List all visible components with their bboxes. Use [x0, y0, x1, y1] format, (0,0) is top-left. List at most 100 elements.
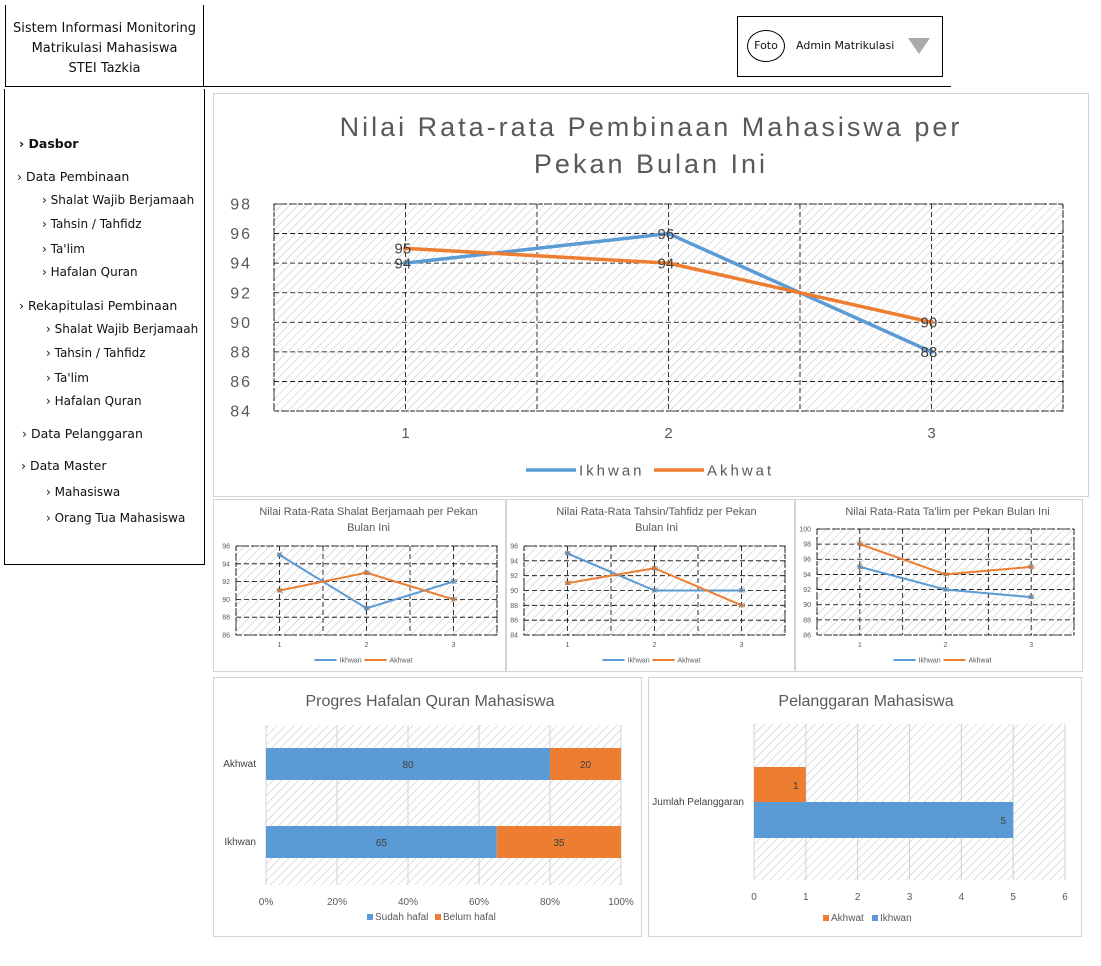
- data-label: 88: [739, 603, 746, 609]
- x-tick-label: 60%: [469, 897, 489, 908]
- avatar[interactable]: Foto: [747, 30, 785, 62]
- y-tick-label: 96: [803, 557, 811, 564]
- x-tick-label: 20%: [327, 897, 347, 908]
- legend-label: Sudah hafal: [375, 912, 428, 923]
- y-tick-label: 88: [510, 603, 518, 610]
- data-label: 91: [1028, 595, 1035, 601]
- chart-title: Bulan Ini: [635, 522, 678, 534]
- sidebar-subitem-shalat[interactable]: › Shalat Wajib Berjamaah: [42, 193, 195, 207]
- y-tick-label: 86: [222, 632, 230, 639]
- legend-label: Akhwat: [969, 657, 992, 664]
- sidebar-item-dasbor[interactable]: › Dasbor: [19, 136, 79, 151]
- data-label: 95: [395, 241, 412, 258]
- bar-segment: [550, 748, 621, 780]
- triangle-down-icon[interactable]: [908, 38, 930, 54]
- legend-label: Akhwat: [678, 657, 701, 664]
- legend-swatch: [435, 914, 441, 920]
- legend-label: Ikhwan: [628, 657, 650, 664]
- main-line-chart: Nilai Rata-rata Pembinaan Mahasiswa per P…: [230, 112, 1064, 479]
- data-point: [929, 349, 934, 355]
- sidebar-item-data-pembinaan[interactable]: › Data Pembinaan: [17, 169, 130, 184]
- data-point: [929, 319, 934, 325]
- data-point: [943, 587, 948, 592]
- data-point: [403, 260, 408, 266]
- legend-label: Akhwat: [707, 462, 774, 479]
- data-label: 20: [580, 760, 592, 771]
- data-label: 93: [364, 571, 371, 577]
- x-tick-label: 1: [566, 642, 570, 649]
- chart-title: Nilai Rata-Rata Tahsin/Tahfidz per Pekan: [556, 506, 756, 518]
- x-tick-label: 1: [401, 425, 409, 442]
- bar: [754, 767, 806, 803]
- chart-panel-main: Nilai Rata-rata Pembinaan Mahasiswa per P…: [213, 93, 1089, 497]
- sidebar-subitem-talim[interactable]: › Ta'lim: [42, 242, 85, 256]
- legend-label: Ikhwan: [880, 913, 912, 924]
- data-point: [565, 581, 570, 586]
- x-tick-label: 2: [664, 425, 672, 442]
- sidebar-item-data-pelanggaran[interactable]: › Data Pelanggaran: [22, 426, 143, 441]
- chart-title: Pelanggaran Mahasiswa: [778, 693, 953, 710]
- sidebar-subitem-mahasiswa[interactable]: › Mahasiswa: [46, 485, 121, 499]
- sidebar-subitem-tahsin[interactable]: › Tahsin / Tahfidz: [42, 217, 142, 231]
- app-title-line: Matrikulasi Mahasiswa: [31, 41, 178, 56]
- app-title-line: Sistem Informasi Monitoring: [13, 21, 196, 36]
- y-tick-label: 100: [799, 526, 811, 533]
- x-tick-label: 3: [740, 642, 744, 649]
- sidebar-subitem-rekap-talim[interactable]: › Ta'lim: [46, 371, 89, 385]
- y-category-label: Ikhwan: [224, 837, 256, 848]
- x-tick-label: 100%: [608, 897, 634, 908]
- legend-swatch: [367, 914, 373, 920]
- sidebar-subitem-rekap-tahsin[interactable]: › Tahsin / Tahfidz: [46, 346, 146, 360]
- y-tick-label: 96: [222, 543, 230, 550]
- sidebar-subitem-hafalan[interactable]: › Hafalan Quran: [42, 265, 138, 279]
- data-label: 90: [739, 589, 746, 595]
- chart-title: Nilai Rata-rata Pembinaan Mahasiswa per: [340, 112, 963, 142]
- user-name: Admin Matrikulasi: [796, 39, 895, 52]
- data-label: 96: [658, 226, 675, 243]
- sidebar-subitem-rekap-hafalan[interactable]: › Hafalan Quran: [46, 394, 142, 408]
- sidebar-item-rekapitulasi[interactable]: › Rekapitulasi Pembinaan: [19, 298, 178, 313]
- chart-panel-hafalan: Progres Hafalan Quran Mahasiswa 0% 20% 40% 6…: [213, 677, 642, 937]
- data-point: [739, 603, 744, 608]
- data-label: 88: [921, 344, 938, 361]
- y-tick-label: 94: [230, 256, 252, 273]
- y-tick-label: 92: [803, 587, 811, 594]
- x-tick-label: 1: [278, 642, 282, 649]
- sidebar-subitem-rekap-shalat[interactable]: › Shalat Wajib Berjamaah: [46, 322, 199, 336]
- data-label: 92: [943, 588, 950, 594]
- user-menu[interactable]: Foto Admin Matrikulasi: [737, 16, 943, 77]
- data-label: 92: [451, 580, 458, 586]
- hafalan-bar-chart: Progres Hafalan Quran Mahasiswa 0% 20% 40% 6…: [223, 693, 634, 923]
- x-tick-label: 3: [907, 892, 913, 903]
- chart-title: Progres Hafalan Quran Mahasiswa: [305, 693, 554, 710]
- data-point: [739, 588, 744, 593]
- bar-segment: [266, 748, 550, 780]
- x-tick-label: 3: [927, 425, 935, 442]
- data-point: [565, 551, 570, 556]
- data-label: 94: [395, 255, 412, 272]
- app-title: Sistem Informasi Monitoring Matrikulasi …: [5, 5, 204, 87]
- legend-label: Belum hafal: [443, 912, 496, 923]
- y-tick-label: 90: [510, 588, 518, 595]
- x-tick-label: 2: [653, 642, 657, 649]
- y-tick-label: 98: [230, 197, 252, 214]
- sidebar-subitem-orang-tua[interactable]: › Orang Tua Mahasiswa: [46, 511, 186, 525]
- data-label: 90: [451, 598, 458, 604]
- tahsin-line-chart: Nilai Rata-Rata Tahsin/Tahfidz per Pekan…: [510, 506, 786, 664]
- y-tick-label: 90: [803, 602, 811, 609]
- x-tick-label: 4: [959, 892, 965, 903]
- chart-panel-shalat: Nilai Rata-Rata Shalat Berjamaah per Pek…: [213, 499, 506, 672]
- data-point: [403, 245, 408, 251]
- chart-title: Bulan Ini: [347, 522, 390, 534]
- sidebar-item-data-master[interactable]: › Data Master: [21, 458, 107, 473]
- data-point: [652, 588, 657, 593]
- y-tick-label: 92: [230, 285, 252, 302]
- legend-label: Ikhwan: [340, 657, 362, 664]
- legend-label: Akhwat: [390, 657, 413, 664]
- data-label: 35: [553, 838, 565, 849]
- data-point: [943, 572, 948, 577]
- data-label: 5: [1000, 816, 1006, 827]
- x-tick-label: 2: [855, 892, 861, 903]
- app-title-line: STEI Tazkia: [68, 61, 141, 76]
- legend-label: Akhwat: [831, 913, 864, 924]
